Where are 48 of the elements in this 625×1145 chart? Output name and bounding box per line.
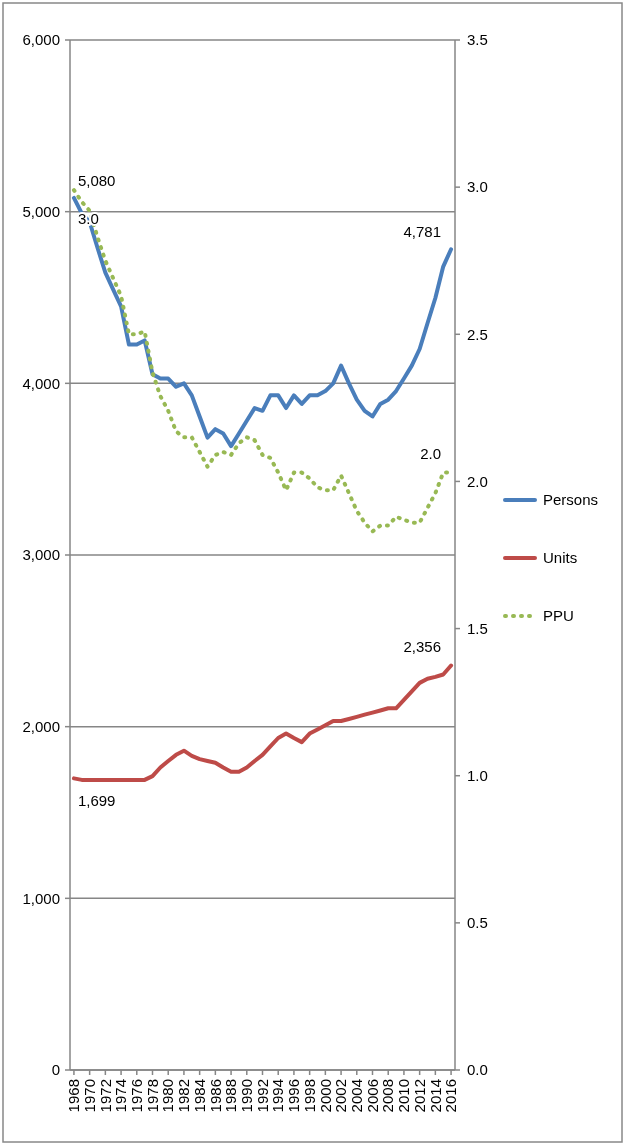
y-tick-label: 5,000 — [22, 202, 60, 220]
legend-label: PPU — [543, 607, 574, 625]
y2-tick-label: 1.0 — [467, 766, 488, 784]
y2-tick-label: 0.5 — [467, 914, 488, 932]
x-tick-label: 1988 — [222, 1079, 240, 1113]
y-tick-label: 4,000 — [22, 374, 60, 392]
x-tick-label: 2000 — [316, 1079, 334, 1113]
data-label: 5,080 — [77, 171, 116, 189]
x-tick-label: 1998 — [300, 1079, 318, 1113]
x-tick-label: 1996 — [285, 1079, 303, 1113]
data-label: 2.0 — [420, 444, 442, 462]
x-tick-label: 2014 — [426, 1079, 444, 1113]
y2-tick-label: 0.0 — [467, 1061, 488, 1079]
x-tick-label: 1982 — [175, 1079, 193, 1113]
y-tick-label: 1,000 — [22, 889, 60, 907]
x-tick-label: 1974 — [112, 1079, 130, 1113]
x-tick-label: 2004 — [348, 1079, 366, 1113]
y-tick-label: 3,000 — [22, 546, 60, 564]
x-tick-label: 1978 — [143, 1079, 161, 1113]
legend-label: Persons — [543, 491, 599, 509]
y-tick-label: 6,000 — [22, 31, 60, 49]
x-tick-label: 2006 — [363, 1079, 381, 1113]
y2-tick-label: 2.0 — [467, 472, 488, 490]
x-tick-label: 2016 — [442, 1079, 460, 1113]
x-tick-label: 2010 — [395, 1079, 413, 1113]
x-tick-label: 1980 — [159, 1079, 177, 1113]
y2-tick-label: 1.5 — [467, 619, 488, 637]
data-label: 2,356 — [403, 637, 442, 655]
x-tick-label: 1994 — [269, 1079, 287, 1113]
x-tick-label: 1972 — [96, 1079, 114, 1113]
x-tick-label: 1970 — [80, 1079, 98, 1113]
x-tick-label: 1984 — [190, 1079, 208, 1113]
legend-label: Units — [543, 549, 578, 567]
x-tick-label: 1986 — [206, 1079, 224, 1113]
y2-tick-label: 3.5 — [467, 31, 488, 49]
x-tick-label: 1976 — [128, 1079, 146, 1113]
data-label: 1,699 — [77, 792, 116, 810]
y2-tick-label: 2.5 — [467, 325, 488, 343]
y-tick-label: 2,000 — [22, 717, 60, 735]
y2-tick-label: 3.0 — [467, 178, 488, 196]
y-tick-label: 0 — [51, 1061, 60, 1079]
x-tick-label: 2002 — [332, 1079, 350, 1113]
data-label: 4,781 — [403, 223, 442, 241]
x-tick-label: 2012 — [410, 1079, 428, 1113]
x-tick-label: 1992 — [253, 1079, 271, 1113]
x-tick-label: 1990 — [238, 1079, 256, 1113]
x-tick-label: 2008 — [379, 1079, 397, 1113]
x-tick-label: 1968 — [65, 1079, 83, 1113]
